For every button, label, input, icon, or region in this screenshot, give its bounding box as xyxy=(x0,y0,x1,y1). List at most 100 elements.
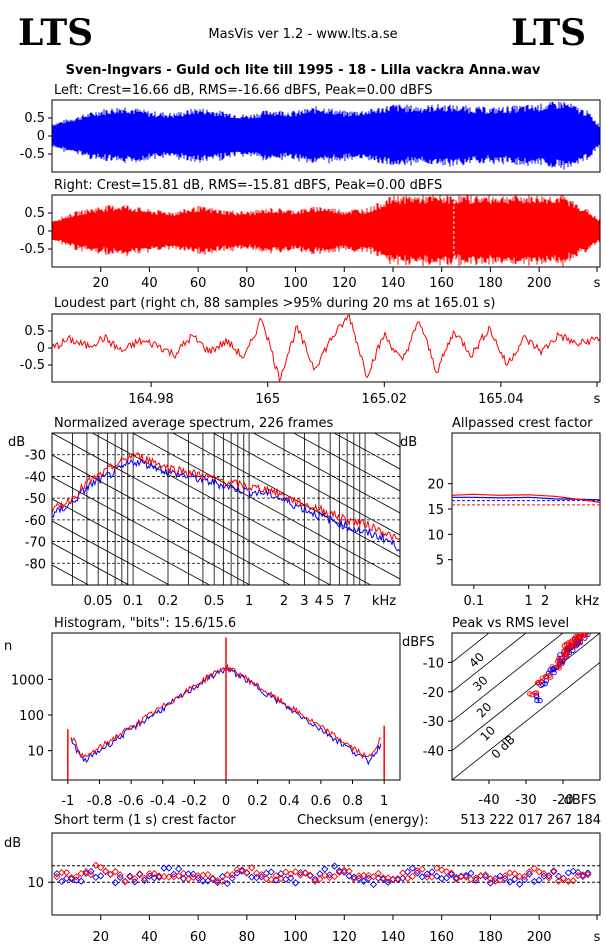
spectrum-diagonal xyxy=(292,433,400,492)
short-crest-point-right xyxy=(306,871,314,879)
short-crest-point-right xyxy=(462,873,470,881)
short-crest-point-left xyxy=(175,865,183,873)
peak-rms-point-right xyxy=(548,674,554,680)
short-crest-point-right xyxy=(501,872,509,880)
short-crest-point-right xyxy=(131,875,139,883)
spectrum-diagonal xyxy=(52,476,251,585)
file-title: Sven-Ingvars - Guld och lite till 1995 -… xyxy=(66,63,541,78)
time-axis-label: 100 xyxy=(283,276,308,291)
short-crest-point-left xyxy=(160,864,168,872)
short-crest-point-left xyxy=(574,868,582,876)
short-crest-point-right xyxy=(106,870,115,879)
short-crest-point-left xyxy=(330,862,339,870)
short-crest-point-right xyxy=(116,871,124,879)
short-crest-point-left xyxy=(408,864,417,872)
short-crest-xtick-label: s xyxy=(594,930,601,945)
peak-rms-title: Peak vs RMS level xyxy=(452,616,569,631)
short-crest-point-right xyxy=(136,870,144,878)
peak-rms-point-right xyxy=(574,634,580,641)
short-crest-point-right xyxy=(481,871,490,879)
loudest-xtick-label: 165 xyxy=(255,392,280,407)
short-crest-point-right xyxy=(433,864,441,872)
spectrum-xtick-label: 3 xyxy=(300,594,308,609)
short-crest-point-right xyxy=(442,868,451,876)
spectrum-diagonal xyxy=(52,169,400,359)
histogram-title: Histogram, "bits": 15.6/15.6 xyxy=(54,616,236,631)
short-crest-point-left xyxy=(345,872,353,880)
short-crest-point-left xyxy=(418,873,426,881)
peak-rms-point-left xyxy=(557,658,563,664)
short-crest-xtick-label: 20 xyxy=(92,930,109,945)
short-crest-point-left xyxy=(384,878,392,886)
spectrum-xtick-label: 4 xyxy=(315,594,323,609)
short-crest-point-right xyxy=(345,867,353,875)
spectrum-xtick-label: 2 xyxy=(280,594,288,609)
peak-rms-ytick-label: -20 xyxy=(423,686,444,701)
short-crest-point-right xyxy=(554,877,563,885)
short-crest-point-right xyxy=(175,872,183,880)
peak-rms-point-right xyxy=(556,655,562,661)
short-crest-point-right xyxy=(97,863,105,872)
peak-rms-ytick-label: -30 xyxy=(423,715,444,730)
right-waveform-signal xyxy=(52,195,600,267)
left-waveform-ytick-label: 0 xyxy=(37,129,45,144)
short-crest-point-right xyxy=(408,872,417,880)
peak-rms-point-left xyxy=(534,697,540,704)
short-crest-point-left xyxy=(462,871,470,880)
peak-rms-xtick-label: -40 xyxy=(478,793,499,808)
short-crest-point-right xyxy=(92,861,100,869)
peak-rms-ytick-label: -10 xyxy=(423,656,444,671)
histogram-ytick-label: 100 xyxy=(19,709,44,724)
short-crest-point-right xyxy=(399,869,407,877)
short-crest-xtick-label: 160 xyxy=(429,930,454,945)
short-crest-xtick-label: 180 xyxy=(478,930,503,945)
short-crest-title: Short term (1 s) crest factor xyxy=(54,813,236,828)
short-crest-point-right xyxy=(121,878,129,886)
spectrum-diagonal xyxy=(52,520,171,585)
short-crest-point-right xyxy=(496,876,504,884)
short-crest-point-right xyxy=(452,875,460,883)
peak-rms-ylabel: dBFS xyxy=(402,635,435,650)
peak-rms-point-right xyxy=(556,665,562,671)
loudest-xtick-label: 165.04 xyxy=(478,392,524,407)
short-crest-xtick-label: 40 xyxy=(141,930,158,945)
crest-frame xyxy=(451,432,601,586)
short-crest-point-right xyxy=(316,875,324,883)
short-crest-point-right xyxy=(218,877,227,885)
short-crest-point-left xyxy=(399,874,407,882)
short-crest-point-right xyxy=(520,873,529,881)
short-crest-point-left xyxy=(199,877,207,885)
spectrum-series-left xyxy=(52,458,400,552)
time-axis-label: 40 xyxy=(141,276,158,291)
short-crest-point-right xyxy=(82,867,90,876)
short-crest-point-right xyxy=(403,874,412,882)
spectrum-diagonals xyxy=(52,169,400,585)
peak-rms-point-right xyxy=(535,679,542,685)
short-crest-point-left xyxy=(209,874,217,883)
short-crest-point-left xyxy=(486,879,495,887)
spectrum-ytick-label: -80 xyxy=(25,557,46,572)
short-crest-point-right xyxy=(515,872,524,881)
right-waveform-ytick-label: 0.5 xyxy=(24,206,45,221)
short-crest-point-left xyxy=(550,867,558,875)
short-crest-point-right xyxy=(160,872,168,881)
short-crest-point-right xyxy=(301,869,309,877)
spectrum-diagonal xyxy=(212,433,400,536)
short-crest-xtick-label: 100 xyxy=(283,930,308,945)
time-axis-label: 140 xyxy=(381,276,406,291)
short-crest-point-right xyxy=(267,875,275,884)
loudest-ytick-label: 0.5 xyxy=(24,324,45,339)
spectrum-diagonal xyxy=(52,433,332,585)
loudest-ytick-label: -0.5 xyxy=(20,358,45,373)
short-crest-point-left xyxy=(165,864,173,872)
spectrum-xtick-label: 0.1 xyxy=(123,594,144,609)
time-axis-label: 20 xyxy=(92,276,109,291)
peak-rms-crest-label: 30 xyxy=(470,673,491,694)
histogram-xtick-label: -1 xyxy=(61,794,74,809)
short-crest-point-left xyxy=(287,874,295,882)
spectrum-series-right xyxy=(52,452,400,542)
time-axis-label: 160 xyxy=(429,276,454,291)
short-crest-point-left xyxy=(179,874,188,883)
short-crest-point-right xyxy=(321,871,329,879)
peak-rms-point-right xyxy=(534,690,540,696)
